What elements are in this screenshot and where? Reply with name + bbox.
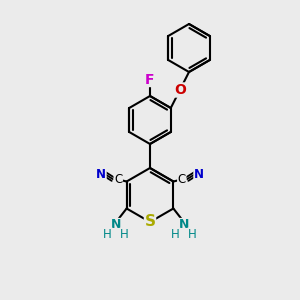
Text: H: H: [188, 228, 197, 241]
Text: C: C: [178, 172, 186, 186]
Text: N: N: [179, 218, 189, 232]
Text: C: C: [114, 172, 122, 186]
Text: F: F: [145, 73, 155, 86]
Text: N: N: [111, 218, 121, 232]
Text: H: H: [120, 228, 129, 241]
Text: N: N: [194, 167, 204, 181]
Text: N: N: [96, 167, 106, 181]
Text: O: O: [174, 83, 186, 97]
Text: H: H: [171, 228, 180, 241]
Text: H: H: [103, 228, 112, 241]
Text: S: S: [145, 214, 155, 230]
